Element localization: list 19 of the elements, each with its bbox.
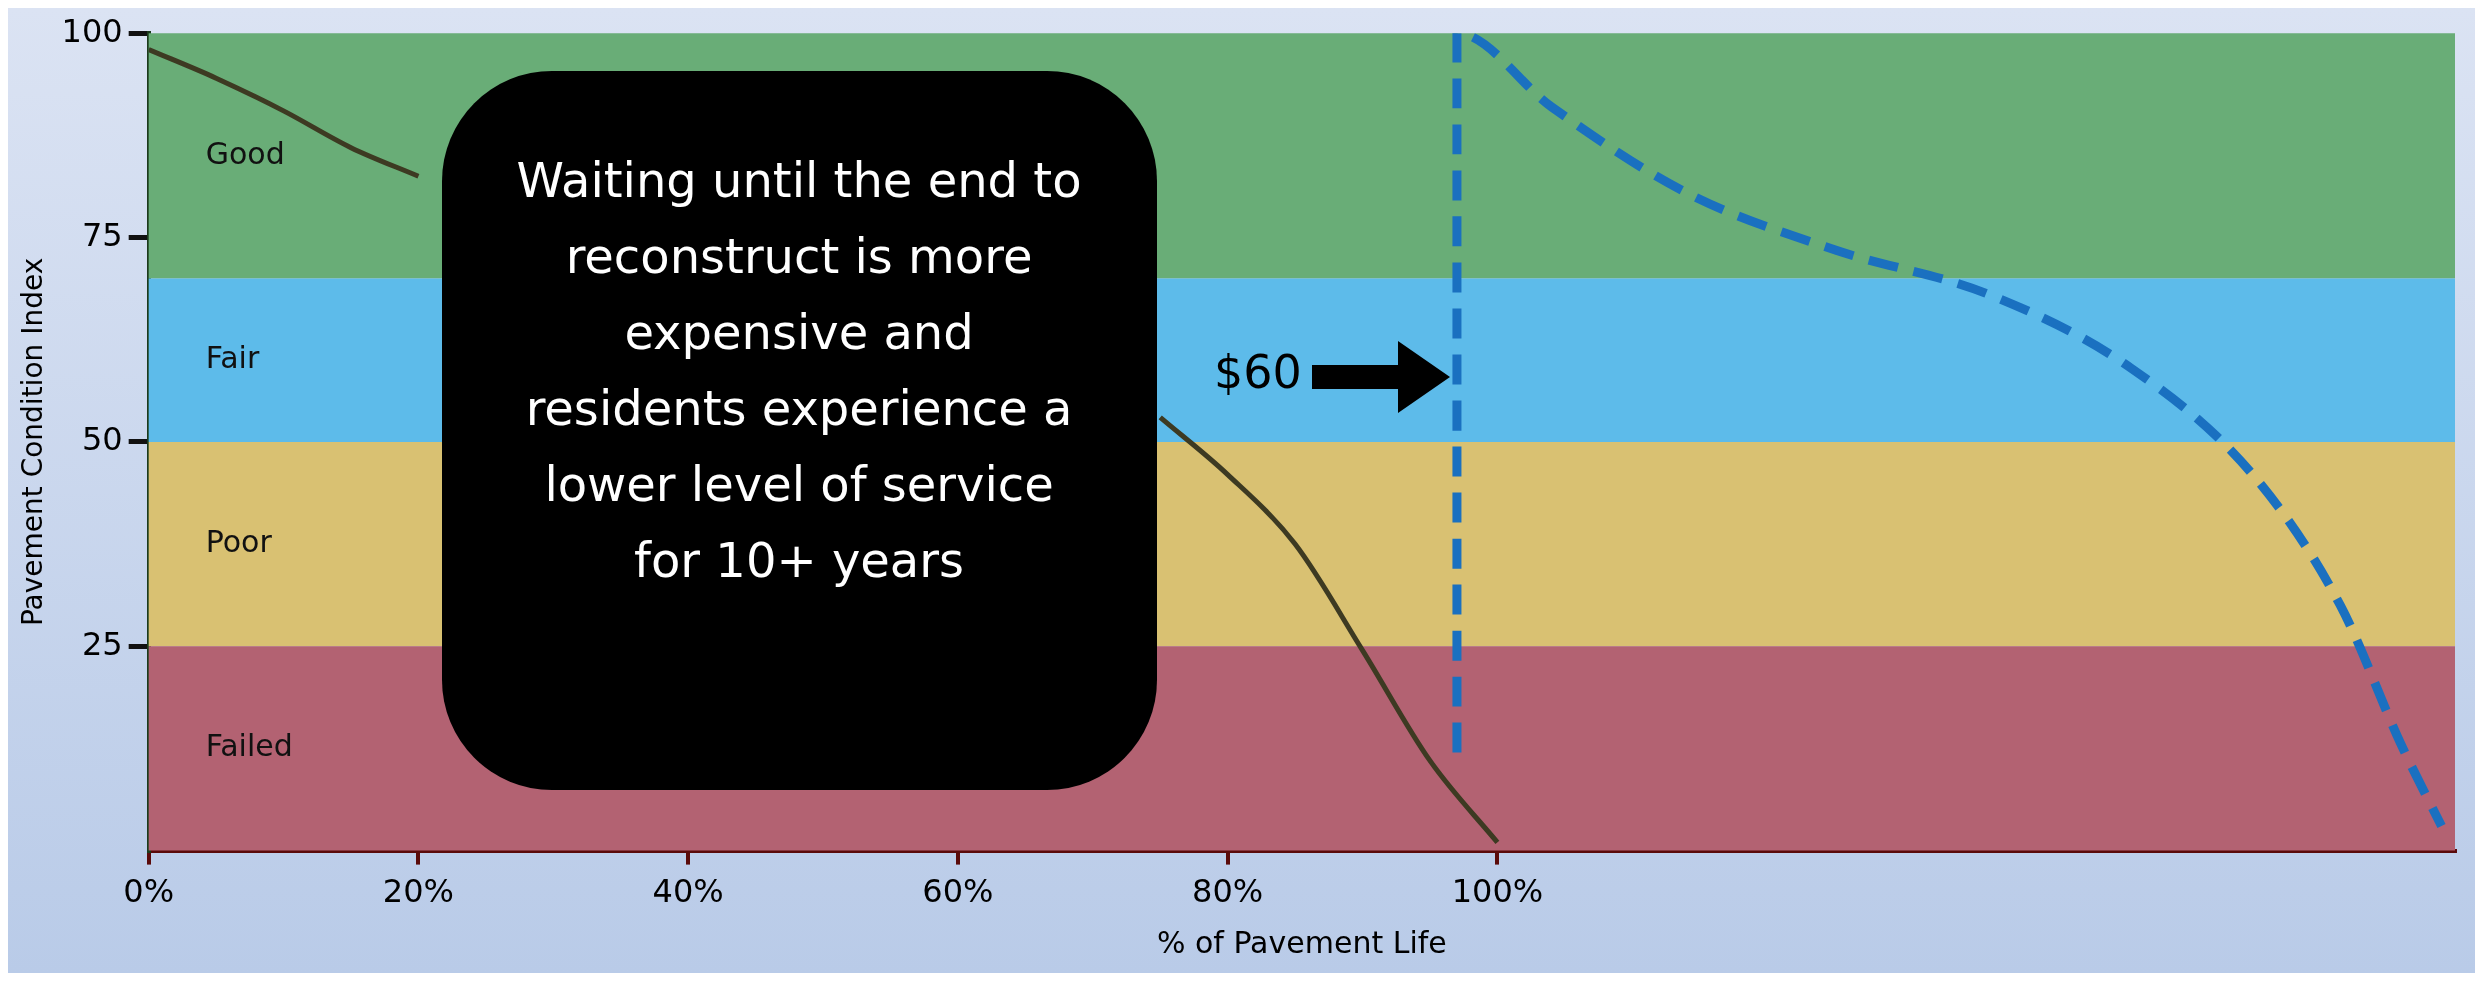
callout-box: Waiting until the end to reconstruct is more expensive and residents experience a lower level of service for 10+ years — [441, 70, 1157, 791]
band-label: Poor — [205, 523, 273, 559]
y-tick-label: 75 — [81, 215, 123, 254]
y-tick-label: 100 — [61, 11, 123, 50]
band-label: Failed — [205, 728, 293, 764]
x-tick-label: 80% — [1192, 872, 1264, 911]
y-tick-label: 50 — [81, 420, 123, 459]
x-tick-label: 40% — [652, 872, 724, 911]
x-tick-label: 60% — [922, 872, 994, 911]
band-label: Fair — [205, 339, 260, 375]
annotation: Waiting until the end to reconstruct is more expensive and residents experience a lower level of service for 10+ years — [515, 151, 1083, 591]
annotation: $60 — [1213, 345, 1302, 400]
x-axis-title: % of Pavement Life — [1156, 924, 1447, 960]
x-tick-label: 20% — [382, 872, 454, 911]
y-tick-label: 25 — [81, 624, 123, 663]
x-tick-label: 0% — [123, 872, 175, 911]
x-tick-label: 100% — [1451, 872, 1544, 911]
y-axis-title: Pavement Condition Index — [16, 257, 50, 627]
band-label: Good — [205, 135, 285, 171]
